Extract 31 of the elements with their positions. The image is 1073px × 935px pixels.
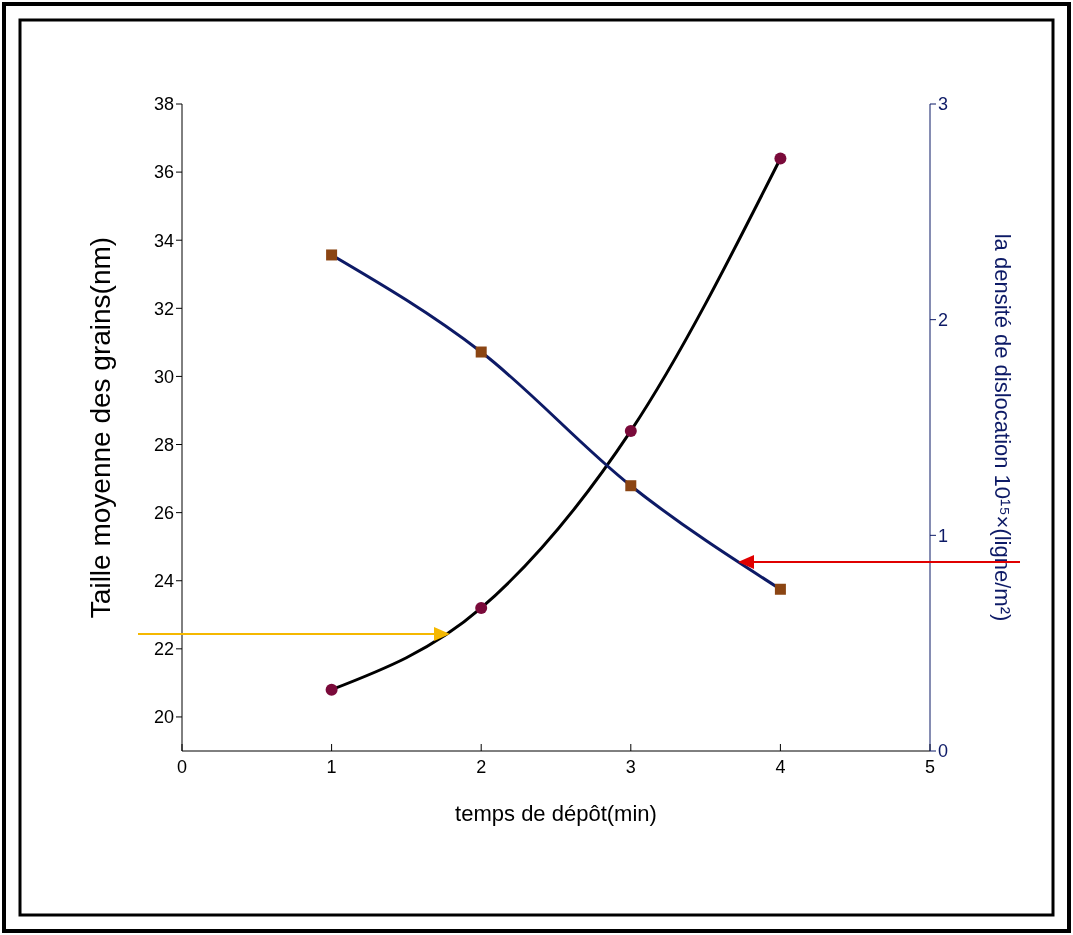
y2-tick-label: 1	[938, 525, 949, 546]
y-tick-label: 38	[153, 94, 174, 115]
y-tick-label: 30	[153, 366, 174, 387]
point	[774, 583, 786, 595]
x-tick-label: 4	[775, 756, 786, 777]
x-tick-label: 1	[326, 756, 337, 777]
point	[625, 480, 637, 492]
y2-tick-label: 3	[938, 94, 949, 115]
x-tick-label: 5	[924, 756, 936, 777]
y-tick-label: 36	[153, 162, 174, 183]
x-axis-title: temps de dépôt(min)	[455, 801, 657, 826]
point	[325, 683, 338, 696]
x-tick-label: 2	[476, 756, 487, 777]
point	[774, 152, 787, 165]
x-tick-label: 0	[176, 756, 188, 777]
point	[475, 346, 487, 358]
point	[326, 249, 338, 261]
y-tick-label: 22	[153, 639, 174, 660]
point	[624, 424, 637, 437]
y2-axis-title: la densité de dislocation 10¹⁵×(ligne/m²)	[990, 233, 1016, 622]
y-axis-title: Taille moyenne des grains(nm)	[84, 236, 116, 619]
y-tick-label: 34	[153, 230, 174, 251]
y-tick-label: 24	[153, 571, 174, 592]
y-tick-label: 26	[153, 503, 174, 524]
y-tick-label: 28	[153, 434, 174, 455]
point	[475, 601, 488, 614]
x-tick-label: 3	[625, 756, 636, 777]
y2-tick-label: 2	[938, 310, 949, 331]
y2-tick-label: 0	[938, 741, 949, 762]
y-tick-label: 20	[153, 707, 174, 728]
y-tick-label: 32	[153, 298, 174, 319]
